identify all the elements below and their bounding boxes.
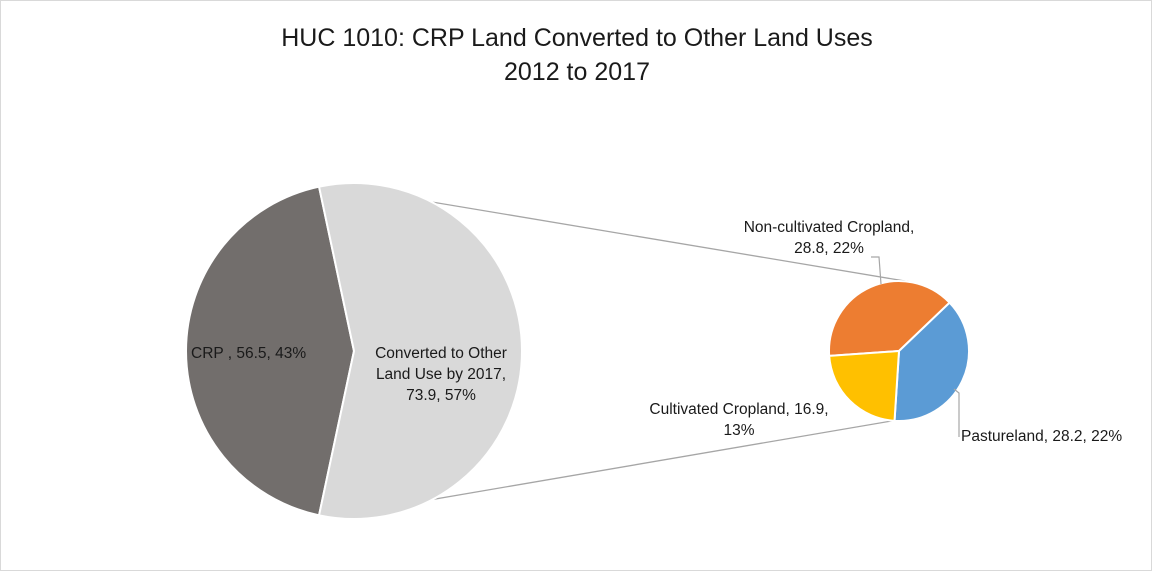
data-label-line: Land Use by 2017, [375,366,507,383]
data-label-line: CRP , 56.5, 43% [191,345,307,362]
breakout-pie [828,280,971,422]
slice-cultivated-cropland [828,349,901,422]
main-pie [185,182,524,520]
title-line: HUC 1010: CRP Land Converted to Other La… [281,24,873,52]
data-label-line: Pastureland, 28.2, 22% [961,428,1123,445]
data-label-cultivated: Cultivated Cropland, 16.9, 13% [629,399,849,441]
data-label-line: Non-cultivated Cropland, [743,219,915,236]
slice-crp [185,185,356,517]
slice-pastureland [893,301,971,422]
leader-lines [871,256,960,437]
slice-converted-to-other-land-use-by-2017 [317,182,524,520]
data-label-noncultivated: Non-cultivated Cropland, 28.8, 22% [719,217,939,259]
slice-non-cultivated-cropland [828,280,952,357]
subtitle-line: 2012 to 2017 [504,58,650,86]
data-label-line: 13% [723,422,755,439]
chart-title: HUC 1010: CRP Land Converted to Other La… [1,21,1152,89]
leader-line-pastureland [953,388,960,437]
data-label-line: Cultivated Cropland, 16.9, [649,401,829,418]
data-label-line: Converted to Other [375,345,507,362]
data-label-line: 73.9, 57% [406,387,476,404]
data-label-pastureland: Pastureland, 28.2, 22% [961,426,1122,447]
data-label-converted: Converted to Other Land Use by 2017, 73.… [363,343,519,406]
leader-line-noncultivated [871,256,882,285]
data-label-line: 28.8, 22% [794,240,864,257]
data-label-crp: CRP , 56.5, 43% [191,343,306,364]
